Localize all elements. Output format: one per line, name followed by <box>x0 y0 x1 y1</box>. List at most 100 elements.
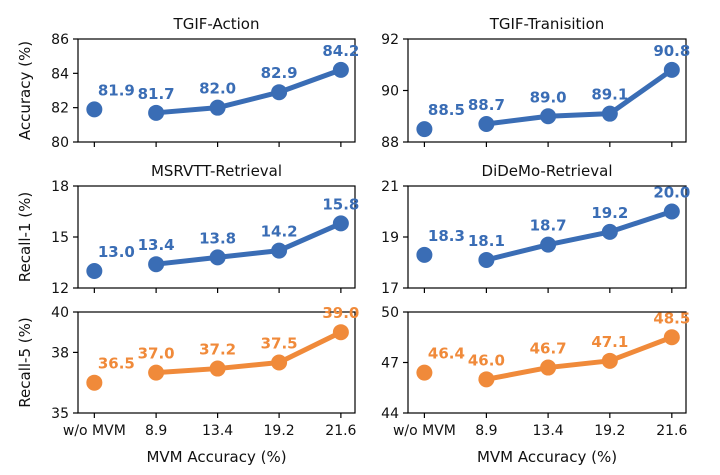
series-line <box>483 209 675 263</box>
data-point <box>209 360 226 377</box>
data-point <box>86 374 103 391</box>
data-point <box>540 108 557 125</box>
panel-title: DiDeMo-Retrieval <box>482 162 613 180</box>
panel-title: TGIF-Tranisition <box>489 15 605 33</box>
x-tick-label: 21.6 <box>325 423 356 439</box>
data-point <box>663 203 680 220</box>
data-label: 82.0 <box>199 80 236 98</box>
data-label: 46.4 <box>428 345 465 363</box>
data-label: 15.8 <box>322 195 359 213</box>
y-tick-label: 82 <box>51 101 69 117</box>
data-label: 13.4 <box>138 236 175 254</box>
plot-frame <box>77 311 356 414</box>
data-label: 48.5 <box>653 309 690 327</box>
y-tick-label: 88 <box>381 135 399 151</box>
data-label: 14.2 <box>261 223 298 241</box>
y-tick-label: 38 <box>51 345 69 361</box>
data-label: 89.1 <box>591 86 628 104</box>
x-tick-label: 19.2 <box>594 423 625 439</box>
panel-4: 35 38 40 w/o MVM 8.9 13.4 19.2 21.6 Recall-5 (%)… <box>16 304 359 466</box>
x-tick-label: 8.9 <box>475 423 497 439</box>
data-point <box>601 223 618 240</box>
panel-title: TGIF-Action <box>173 15 260 33</box>
data-label: 81.7 <box>138 85 175 103</box>
y-tick-label: 50 <box>381 305 399 321</box>
data-point <box>271 84 288 101</box>
panel-0: TGIF-Action 80 82 84 86 Accuracy (%) 81.9 81.7 8… <box>16 15 359 151</box>
data-label: 37.5 <box>261 335 298 353</box>
data-point <box>332 324 349 341</box>
data-point <box>663 61 680 78</box>
data-label: 19.2 <box>591 204 628 222</box>
x-tick-label: 13.4 <box>533 423 564 439</box>
x-tick-label: w/o MVM <box>63 423 126 439</box>
data-label: 90.8 <box>653 42 690 60</box>
data-point <box>601 105 618 122</box>
data-label: 88.7 <box>468 96 505 114</box>
y-tick-label: 84 <box>51 66 69 82</box>
data-label: 20.0 <box>653 184 690 202</box>
data-label: 18.3 <box>428 227 465 245</box>
plot-frame <box>77 38 356 143</box>
y-axis-label: Recall-5 (%) <box>16 317 34 407</box>
data-label: 18.7 <box>530 217 567 235</box>
data-label: 89.0 <box>530 88 567 106</box>
y-tick-label: 15 <box>51 230 69 246</box>
data-point <box>271 242 288 259</box>
x-axis-label: MVM Accuracy (%) <box>146 448 286 466</box>
data-label: 37.2 <box>199 341 236 359</box>
y-axis-label: Recall-1 (%) <box>16 192 34 282</box>
x-axis-label: MVM Accuracy (%) <box>477 448 617 466</box>
series-line <box>153 220 344 267</box>
data-point <box>478 251 495 268</box>
data-label: 18.1 <box>468 232 505 250</box>
y-tick-label: 40 <box>51 305 69 321</box>
data-label: 81.9 <box>98 81 135 99</box>
panel-5: 44 47 50 w/o MVM 8.9 13.4 19.2 21.6 MVM Accuracy… <box>381 305 690 466</box>
data-point <box>209 249 226 266</box>
data-point <box>209 99 226 116</box>
data-point <box>416 246 433 263</box>
data-point <box>148 256 165 273</box>
series-line <box>153 329 344 376</box>
data-point <box>540 359 557 376</box>
y-tick-label: 90 <box>381 84 399 100</box>
x-tick-label: 13.4 <box>202 423 233 439</box>
series-line <box>483 334 675 382</box>
data-point <box>86 101 103 118</box>
data-point <box>148 364 165 381</box>
y-tick-label: 44 <box>381 406 399 422</box>
data-label: 46.0 <box>468 351 505 369</box>
y-tick-label: 18 <box>51 179 69 195</box>
data-label: 36.5 <box>98 355 135 373</box>
data-point <box>601 352 618 369</box>
data-point <box>416 121 433 138</box>
data-label: 13.0 <box>98 243 135 261</box>
data-label: 46.7 <box>530 340 567 358</box>
data-label: 39.0 <box>322 304 359 322</box>
x-tick-label: 8.9 <box>145 423 167 439</box>
panel-1: TGIF-Tranisition 88 90 92 88.5 88.7 89.0 89.1 90… <box>381 15 690 151</box>
data-point <box>271 354 288 371</box>
series-line <box>153 67 344 116</box>
data-point <box>478 115 495 132</box>
y-tick-label: 80 <box>51 135 69 151</box>
y-tick-label: 12 <box>51 281 69 297</box>
data-point <box>478 371 495 388</box>
y-tick-label: 19 <box>381 230 399 246</box>
data-label: 82.9 <box>261 64 298 82</box>
panel-title: MSRVTT-Retrieval <box>151 162 282 180</box>
data-label: 37.0 <box>138 345 175 363</box>
data-label: 88.5 <box>428 101 465 119</box>
y-tick-label: 47 <box>381 356 399 372</box>
x-tick-label: 19.2 <box>264 423 295 439</box>
data-point <box>148 104 165 121</box>
data-point <box>86 263 103 279</box>
data-label: 84.2 <box>322 42 359 60</box>
y-tick-label: 86 <box>51 32 69 48</box>
data-label: 13.8 <box>199 229 236 247</box>
data-point <box>332 215 349 232</box>
data-point <box>663 329 680 346</box>
